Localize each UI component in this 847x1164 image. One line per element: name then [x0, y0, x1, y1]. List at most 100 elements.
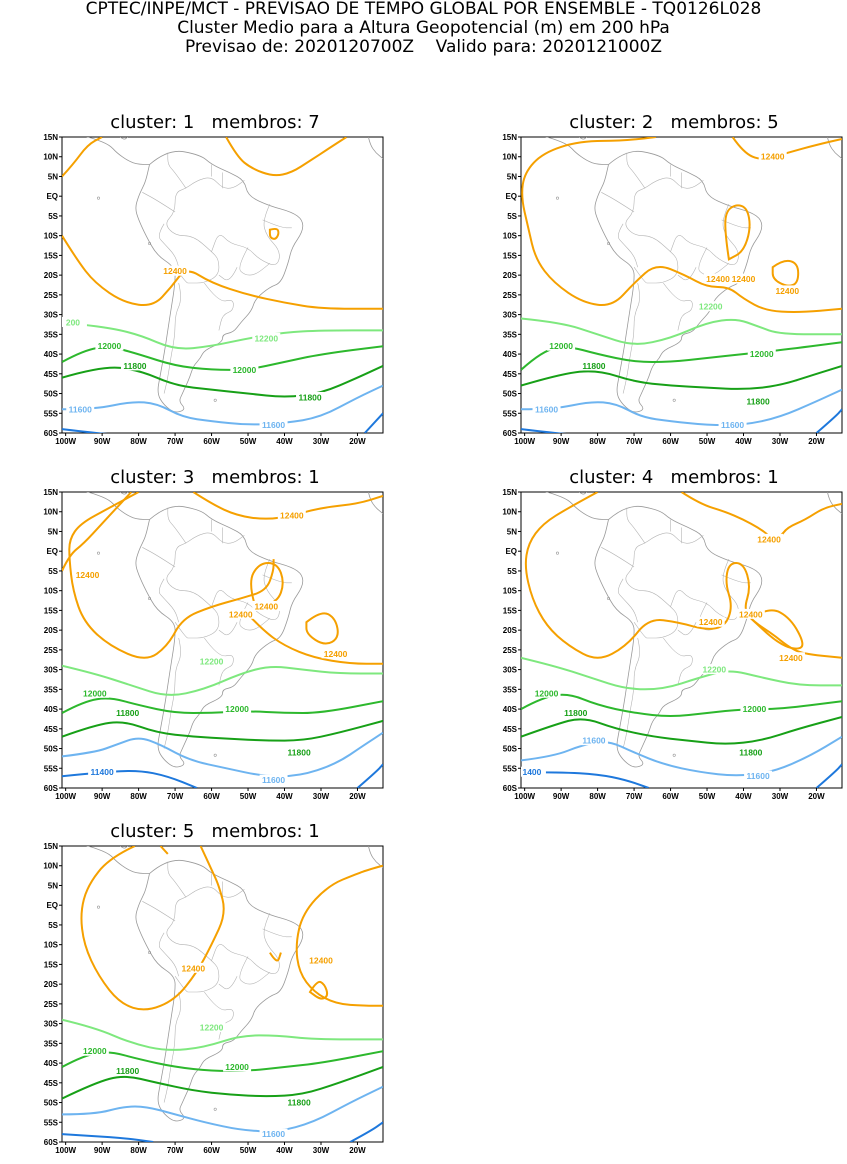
lat-tick-label: 35S: [44, 685, 59, 694]
island-coastline: [213, 398, 217, 402]
contour-label: 11600: [535, 404, 558, 414]
contour-label-bg: [277, 510, 306, 521]
lon-tick-label: 40W: [276, 437, 293, 446]
lat-tick-label: 45S: [44, 370, 59, 379]
lat-tick-label: 50S: [44, 1099, 59, 1108]
island-coastline: [120, 846, 128, 849]
lat-tick-label: EQ: [46, 547, 58, 556]
lat-tick-label: 5N: [507, 172, 517, 181]
contour-label: 12200: [699, 302, 723, 312]
country-border: [622, 637, 640, 749]
contour-line: [680, 492, 774, 542]
lon-tick-label: 30W: [772, 792, 789, 801]
contour-line: [521, 771, 650, 788]
country-border: [158, 223, 179, 268]
contour-line: [815, 763, 842, 788]
island-coastline: [148, 597, 152, 601]
contour-label: 11800: [116, 1066, 139, 1076]
lat-tick-label: 20S: [44, 626, 59, 635]
lat-tick-label: 60S: [44, 429, 59, 438]
lat-tick-label: 35S: [44, 330, 59, 339]
lat-tick-label: 10S: [503, 232, 518, 241]
contour-line: [159, 846, 169, 855]
country-border: [163, 991, 181, 1103]
country-border: [218, 622, 238, 636]
lat-tick-label: 15S: [44, 251, 59, 260]
country-border: [601, 192, 635, 213]
map-plot: 1240020012200120001200011800118001160011…: [43, 133, 384, 446]
contour-label: 11800: [288, 1098, 311, 1108]
lat-tick-label: 10S: [503, 587, 518, 596]
contour-label: 11600: [262, 420, 285, 430]
contour-label-bg: [521, 766, 546, 777]
lat-tick-label: 25S: [44, 291, 59, 300]
lon-tick-label: 30W: [772, 437, 789, 446]
south-america-coastline: [135, 150, 304, 413]
lat-tick-label: 20S: [44, 980, 59, 989]
lat-tick-label: 55S: [44, 409, 59, 418]
contour-label: 12400: [181, 963, 205, 973]
country-border: [166, 886, 245, 993]
lat-tick-label: 10N: [502, 508, 517, 517]
lon-tick-label: 20W: [808, 437, 825, 446]
contour-label: 12400: [775, 286, 799, 296]
lon-tick-label: 40W: [276, 792, 293, 801]
contour-line: [521, 716, 842, 745]
contour-label: 11600: [262, 1129, 285, 1139]
contour-line: [62, 731, 383, 778]
contour-label: 11800: [564, 708, 587, 718]
contour-line: [62, 1066, 383, 1100]
contour-label: 11600: [69, 404, 92, 414]
lon-tick-label: 80W: [589, 792, 606, 801]
lat-tick-label: 60S: [44, 1138, 59, 1147]
contour-label: 12000: [225, 704, 249, 714]
contour-label: 11800: [298, 392, 321, 402]
contour-label-bg: [226, 608, 255, 619]
panel-title: cluster: 5 membros: 1: [110, 821, 320, 842]
south-america-coastline: [135, 859, 304, 1122]
island-coastline: [213, 753, 217, 757]
lat-tick-label: 5S: [507, 212, 517, 221]
contour-line: [268, 227, 280, 240]
lat-tick-label: 50S: [44, 745, 59, 754]
island-coastline: [555, 196, 559, 200]
contour-label-bg: [696, 301, 725, 312]
contour-line: [62, 1085, 383, 1133]
lon-tick-label: 90W: [94, 792, 111, 801]
lat-tick-label: 5S: [507, 567, 517, 576]
country-border: [617, 223, 638, 268]
lat-tick-label: 15S: [503, 606, 518, 615]
contour-label: 12400: [757, 534, 781, 544]
contour-label: 12400: [163, 266, 187, 276]
contour-label-bg: [62, 316, 87, 327]
lon-tick-label: 80W: [589, 437, 606, 446]
country-border: [626, 152, 646, 189]
contour-line: [295, 864, 383, 1007]
country-border: [262, 574, 292, 584]
contour-label: 11400: [91, 767, 114, 777]
contour-line: [62, 719, 383, 742]
contour-label: 200: [66, 317, 80, 327]
lon-tick-label: 80W: [130, 437, 147, 446]
lon-tick-label: 60W: [662, 792, 679, 801]
contour-line: [62, 1018, 383, 1051]
country-border: [142, 547, 176, 568]
island-coastline: [96, 905, 100, 909]
lon-tick-label: 20W: [349, 1146, 366, 1155]
country-border: [625, 177, 704, 284]
country-border: [166, 532, 245, 639]
lat-tick-label: 40S: [503, 705, 518, 714]
country-border: [142, 192, 176, 213]
lon-tick-label: 90W: [94, 437, 111, 446]
contour-line: [308, 980, 329, 1000]
contour-label-bg: [740, 703, 769, 714]
header-subtitle: Cluster Medio para a Altura Geopotencial…: [177, 18, 670, 38]
lon-tick-label: 70W: [167, 437, 184, 446]
contour-line: [62, 492, 133, 572]
lon-tick-label: 60W: [203, 437, 220, 446]
lat-tick-label: 5S: [48, 567, 58, 576]
central-america-coastline: [86, 137, 150, 165]
lat-tick-label: 55S: [503, 764, 518, 773]
contour-label-bg: [80, 1045, 109, 1056]
contour-label-bg: [285, 746, 314, 757]
